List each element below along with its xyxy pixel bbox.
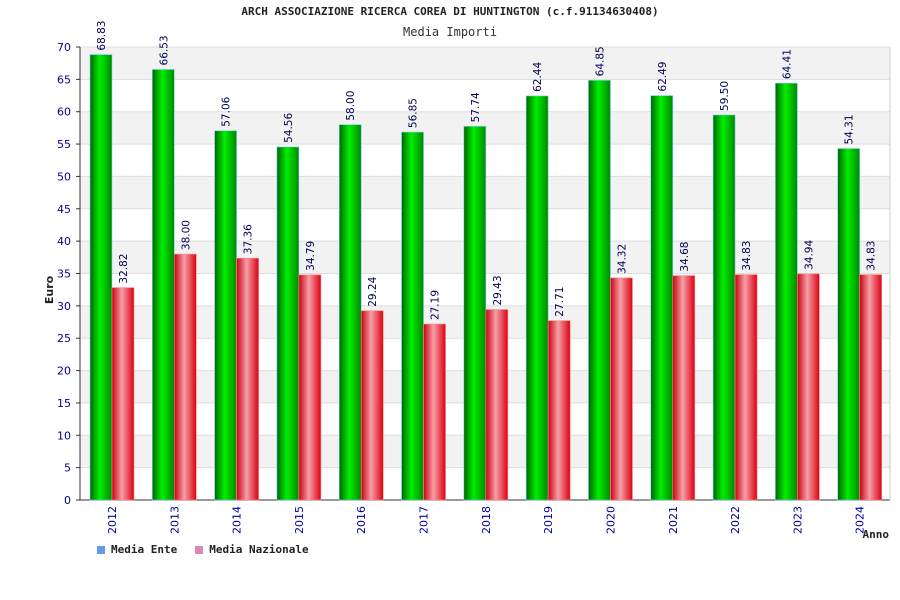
bar-media-ente-2012	[89, 54, 113, 501]
x-tick-label: 2017	[418, 506, 431, 534]
y-tick-label: 65	[57, 73, 71, 86]
y-tick-label: 70	[57, 41, 71, 54]
bar-media-nazionale-2024	[859, 274, 882, 501]
data-label: 32.82	[118, 254, 130, 284]
data-label: 38.00	[180, 220, 192, 250]
data-label: 34.83	[741, 241, 753, 271]
data-label: 34.83	[866, 241, 878, 271]
x-tick-label: 2015	[293, 506, 306, 534]
data-label: 66.53	[158, 35, 170, 65]
data-label: 34.68	[679, 242, 691, 272]
y-tick-label: 55	[57, 138, 71, 151]
bar-media-ente-2019	[525, 95, 549, 501]
bar-media-ente-2015	[276, 146, 300, 501]
legend-item-media-ente: Media Ente	[97, 543, 177, 556]
data-label: 27.71	[554, 287, 566, 317]
data-label: 56.85	[408, 98, 420, 128]
legend-swatch-media-ente	[97, 545, 105, 554]
legend-label-media-ente: Media Ente	[111, 543, 178, 556]
x-tick-label: 2014	[231, 506, 244, 534]
bar-media-nazionale-2013	[174, 253, 197, 501]
x-axis-label: Anno	[863, 528, 890, 541]
bar-media-ente-2024	[837, 148, 860, 501]
x-tick-label: 2020	[604, 506, 617, 534]
x-tick-label: 2021	[667, 506, 680, 534]
bar-media-ente-2021	[650, 95, 674, 501]
x-tick-label: 2024	[854, 506, 867, 534]
bar-media-nazionale-2022	[734, 274, 758, 501]
y-tick-label: 35	[57, 268, 71, 281]
bar-media-ente-2017	[401, 131, 424, 501]
data-label: 68.83	[96, 21, 108, 51]
data-label: 34.79	[305, 241, 317, 271]
bar-media-nazionale-2021	[672, 275, 696, 501]
bar-media-ente-2018	[463, 126, 487, 501]
y-tick-label: 15	[57, 397, 71, 410]
bar-media-ente-2023	[775, 82, 798, 501]
x-tick-label: 2019	[542, 506, 555, 534]
x-tick-label: 2022	[729, 506, 742, 534]
legend-item-media-nazionale: Media Nazionale	[195, 543, 309, 556]
data-label: 29.43	[492, 275, 504, 305]
x-tick-label: 2013	[168, 506, 181, 534]
x-tick-label: 2023	[791, 506, 804, 534]
data-label: 62.44	[532, 62, 544, 92]
data-label: 37.36	[243, 224, 255, 254]
legend-label-media-nazionale: Media Nazionale	[209, 543, 309, 556]
bar-media-ente-2020	[588, 80, 611, 501]
bar-media-ente-2016	[338, 124, 362, 501]
data-label: 57.74	[470, 92, 482, 122]
bar-media-nazionale-2015	[298, 274, 322, 501]
bar-media-nazionale-2020	[610, 277, 633, 501]
y-tick-label: 10	[57, 429, 71, 442]
x-tick-label: 2018	[480, 506, 493, 534]
legend: Media Ente Media Nazionale	[97, 543, 309, 556]
chart-subtitle: Media Importi	[403, 25, 497, 39]
bar-media-nazionale-2016	[360, 310, 384, 501]
y-tick-label: 0	[64, 494, 71, 507]
data-label: 57.06	[221, 96, 233, 126]
bar-media-nazionale-2017	[423, 323, 446, 501]
y-tick-label: 5	[64, 462, 71, 475]
bar-media-ente-2022	[712, 114, 736, 501]
bar-media-nazionale-2023	[797, 273, 820, 501]
x-tick-label: 2012	[106, 506, 119, 534]
legend-swatch-media-nazionale	[195, 545, 204, 554]
y-tick-label: 60	[57, 106, 71, 119]
y-tick-label: 45	[57, 203, 71, 216]
data-label: 59.50	[719, 81, 731, 111]
bar-media-ente-2014	[214, 130, 237, 501]
data-label: 54.56	[283, 113, 295, 143]
data-label: 64.85	[594, 46, 606, 76]
data-label: 29.24	[367, 276, 379, 306]
bar-media-nazionale-2019	[547, 320, 571, 501]
y-tick-label: 25	[57, 332, 71, 345]
y-tick-label: 20	[57, 365, 71, 378]
y-tick-label: 50	[57, 170, 71, 183]
data-label: 27.19	[430, 290, 442, 320]
bar-media-nazionale-2014	[236, 257, 259, 501]
y-tick-label: 30	[57, 300, 71, 313]
chart-title: ARCH ASSOCIAZIONE RICERCA COREA DI HUNTI…	[241, 5, 659, 18]
y-tick-label: 40	[57, 235, 71, 248]
bar-media-ente-2013	[152, 69, 175, 501]
grid-band	[80, 47, 890, 80]
bar-media-nazionale-2012	[111, 287, 135, 501]
data-label: 58.00	[345, 91, 357, 121]
data-label: 64.41	[781, 49, 793, 79]
y-axis-label: Euro	[43, 275, 56, 304]
bar-media-nazionale-2018	[485, 309, 509, 501]
data-label: 54.31	[844, 114, 856, 144]
data-label: 34.32	[616, 244, 628, 274]
data-label: 34.94	[803, 240, 815, 270]
x-tick-label: 2016	[355, 506, 368, 534]
data-label: 62.49	[657, 62, 669, 92]
